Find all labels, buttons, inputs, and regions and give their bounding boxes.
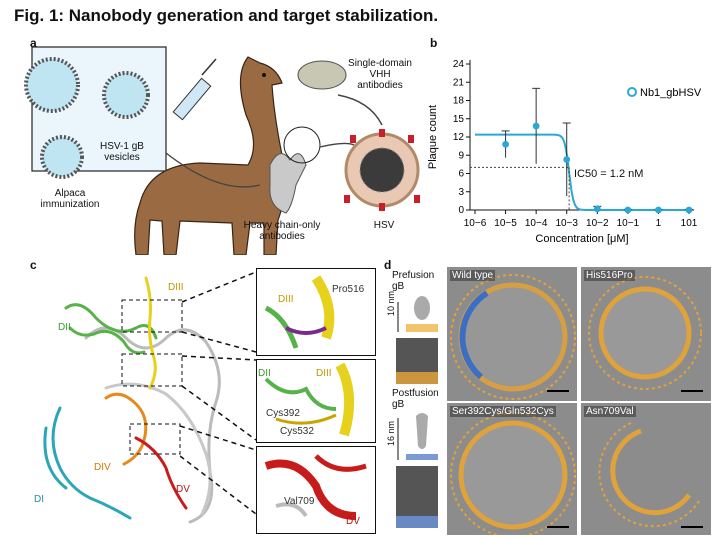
data-point	[593, 205, 601, 213]
postfusion-thumbnails	[396, 410, 438, 528]
zoom-box-1	[256, 268, 376, 356]
hsv-label: HSV	[373, 220, 395, 231]
x-tick-label: 10−1	[617, 218, 640, 229]
domain-di: DI	[34, 494, 44, 505]
x-tick-label: 101	[681, 218, 698, 229]
zoom2-dii: DII	[258, 368, 271, 379]
zoom-box-2	[256, 359, 376, 443]
data-point	[532, 122, 540, 130]
micrograph-wild-type: Wild type	[446, 266, 578, 402]
y-tick-label: 0	[458, 205, 464, 216]
panel-c-label: c	[30, 258, 37, 272]
x-tick-label: 10−3	[555, 218, 578, 229]
vhh-label: Single-domain VHH antibodies	[348, 58, 412, 91]
chart-marks: Nb1_gbHSV	[470, 87, 702, 214]
zoom3-dv: DV	[346, 516, 360, 527]
y-tick-label: 9	[458, 150, 464, 161]
zoom2-cys392: Cys392	[266, 408, 300, 419]
panel-a-illustration	[24, 46, 420, 255]
prefusion-scale: 10 nm	[386, 290, 396, 316]
y-tick-label: 6	[458, 169, 464, 180]
gb-structure	[43, 276, 221, 524]
domain-div: DIV	[94, 462, 111, 473]
panel-b-label: b	[430, 36, 438, 50]
zoom-box-3	[256, 446, 376, 534]
domain-diii: DIII	[168, 282, 184, 293]
figure-title: Fig. 1: Nanobody generation and target s…	[14, 6, 439, 25]
x-tick-label: 10−6	[464, 218, 487, 229]
prefusion-label: Prefusion gB	[392, 270, 435, 292]
x-tick-label: 10−5	[494, 218, 517, 229]
x-axis-title: Concentration [μM]	[535, 233, 628, 245]
data-point	[655, 206, 662, 214]
data-point	[563, 156, 571, 163]
x-tick-label: 1	[656, 218, 662, 229]
postfusion-scale: 16 nm	[386, 420, 396, 446]
dose-response-chart: 0 3 6 9 12 15 18 21 24 10−6 10−5 10−4 10−3 10−2 10−1 1 1…	[427, 59, 702, 245]
y-tick-label: 15	[453, 114, 465, 125]
data-point	[685, 206, 693, 214]
y-tick-label: 21	[453, 77, 465, 88]
micrograph-asn709val: Asn709Val	[580, 402, 712, 536]
y-tick-label: 18	[453, 96, 465, 107]
zoom1-diii: DIII	[278, 294, 294, 305]
y-tick-label: 12	[453, 132, 465, 143]
micrograph-ser392cys: Ser392Cys/Gln532Cys	[446, 402, 578, 536]
data-point	[502, 140, 509, 148]
wild-type-label: Wild type	[450, 270, 496, 281]
micrograph-his516pro: His516Pro	[580, 266, 712, 402]
x-tick-label: 10−2	[586, 218, 609, 229]
zoom2-cys532: Cys532	[280, 426, 314, 437]
postfusion-label: Postfusion gB	[392, 388, 439, 410]
fit-curve	[475, 133, 689, 211]
x-tick-label: 10−4	[525, 218, 548, 229]
asn709val-label: Asn709Val	[584, 406, 636, 417]
chart-axes: 0 3 6 9 12 15 18 21 24 10−6 10−5 10−4 10−3 10−2 10−1 1 1…	[427, 59, 698, 245]
y-tick-label: 24	[453, 59, 465, 70]
legend-label: Nb1_gbHSV	[640, 87, 702, 99]
immunization-label: Alpaca immunization	[40, 188, 100, 210]
panel-a-label: a	[30, 36, 37, 50]
domain-dii: DII	[58, 322, 71, 333]
legend-marker	[627, 87, 637, 97]
zoom3-val709: Val709	[284, 496, 315, 507]
ser392cys-label: Ser392Cys/Gln532Cys	[450, 406, 556, 417]
panel-d-label: d	[384, 258, 392, 272]
his516pro-label: His516Pro	[584, 270, 635, 281]
y-axis-title: Plaque count	[427, 105, 439, 169]
data-point	[624, 206, 632, 214]
y-tick-label: 3	[458, 187, 464, 198]
vesicles-label: HSV-1 gB vesicles	[100, 141, 144, 163]
zoom2-diii: DIII	[316, 368, 332, 379]
prefusion-thumbnails	[396, 292, 438, 384]
zoom-connectors	[180, 271, 257, 515]
heavy-chain-label: Heavy chain-only antibodies	[243, 220, 321, 242]
domain-dv: DV	[176, 484, 190, 495]
ic50-label: IC50 = 1.2 nM	[574, 168, 644, 180]
zoom1-pro516: Pro516	[332, 284, 365, 295]
